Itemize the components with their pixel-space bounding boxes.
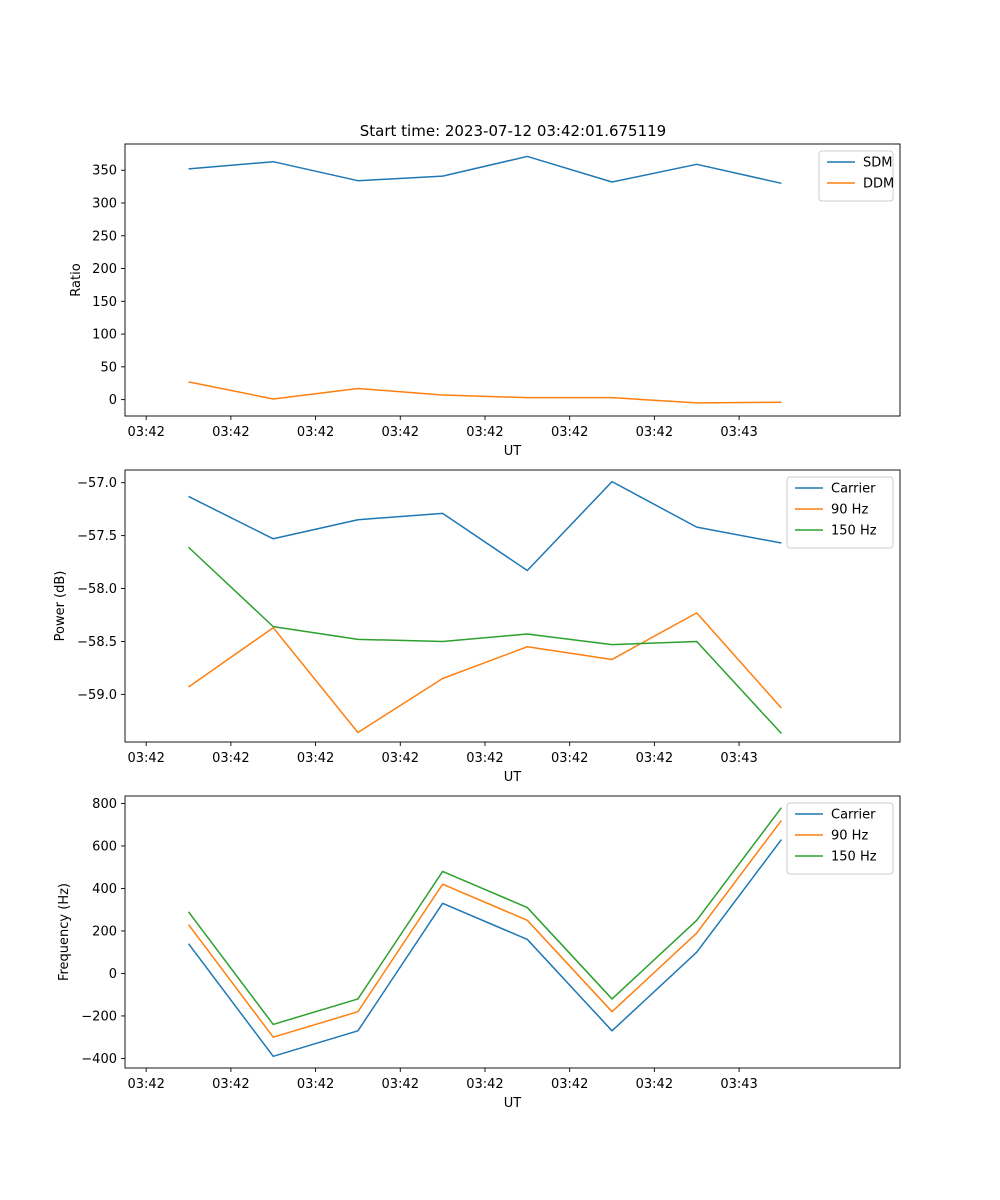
x-tick-label: 03:42 [212, 751, 249, 766]
x-tick-label: 03:42 [127, 1077, 164, 1092]
series-line-carrier [187, 839, 783, 1058]
series-group [188, 480, 782, 735]
y-axis: −400 −200 0 200 400 600 800 Frequency (Hz) [57, 797, 125, 1067]
axes-frame [124, 469, 901, 743]
x-tick-label: 03:42 [466, 425, 503, 440]
series-line-sdm [188, 155, 782, 185]
legend-label: 90 Hz [831, 829, 868, 844]
legend: Carrier 90 Hz 150 Hz [786, 802, 894, 875]
y-tick-label: 800 [92, 797, 117, 812]
y-tick-label: 200 [92, 924, 117, 939]
x-tick-label: 03:42 [212, 425, 249, 440]
x-tick-label: 03:42 [466, 1077, 503, 1092]
axes-frame [124, 795, 901, 1069]
y-tick-label: −58.0 [77, 582, 117, 597]
y-axis-label: Power (dB) [53, 571, 68, 642]
y-tick-label: −59.0 [77, 688, 117, 703]
x-tick-label: 03:42 [636, 425, 673, 440]
series-line-carrier [188, 480, 782, 572]
x-tick-label: 03:42 [127, 425, 164, 440]
series-group [188, 155, 782, 404]
chart-2: 03:42 03:42 03:42 03:42 03:42 03:42 03:42 03:43… [53, 469, 901, 785]
y-tick-label: 400 [92, 882, 117, 897]
y-tick-label: 300 [92, 196, 117, 211]
legend: Carrier 90 Hz 150 Hz [786, 476, 894, 549]
chart-1: 03:42 03:42 03:42 03:42 03:42 03:42 03:42 03:43… [69, 143, 901, 459]
legend-label: 90 Hz [831, 503, 868, 518]
y-tick-label: −400 [81, 1052, 117, 1067]
legend-label: 150 Hz [831, 524, 877, 539]
x-axis-label: UT [504, 444, 522, 459]
x-tick-label: 03:42 [127, 751, 164, 766]
legend-label: DDM [863, 177, 894, 192]
legend-label: Carrier [831, 808, 876, 823]
y-tick-label: −57.5 [77, 529, 117, 544]
y-tick-label: 600 [92, 839, 117, 854]
legend-label: Carrier [831, 482, 876, 497]
y-tick-label: 200 [92, 262, 117, 277]
y-axis-label: Frequency (Hz) [57, 883, 72, 981]
x-axis: 03:42 03:42 03:42 03:42 03:42 03:42 03:42 03:43… [127, 742, 758, 785]
x-tick-label: 03:42 [212, 1077, 249, 1092]
x-axis: 03:42 03:42 03:42 03:42 03:42 03:42 03:42 03:43… [127, 416, 758, 459]
y-tick-label: 0 [109, 967, 117, 982]
x-tick-label: 03:42 [382, 751, 419, 766]
x-tick-label: 03:42 [382, 425, 419, 440]
y-axis: 0 50 100 150 200 250 300 350 Ratio [69, 164, 125, 408]
x-tick-label: 03:43 [720, 1077, 757, 1092]
x-tick-label: 03:42 [297, 1077, 334, 1092]
y-axis: −59.0 −58.5 −58.0 −57.5 −57.0 Power (dB) [53, 476, 125, 703]
x-tick-label: 03:43 [720, 425, 757, 440]
chart-3: 03:42 03:42 03:42 03:42 03:42 03:42 03:42 03:43… [57, 795, 901, 1111]
y-axis-label: Ratio [69, 263, 84, 296]
series-group [187, 807, 783, 1058]
y-tick-label: −200 [81, 1009, 117, 1024]
series-line-150-hz [188, 546, 782, 735]
x-tick-label: 03:42 [551, 425, 588, 440]
x-tick-label: 03:42 [551, 1077, 588, 1092]
series-line-150-hz [187, 807, 783, 1026]
x-tick-label: 03:43 [720, 751, 757, 766]
x-tick-label: 03:42 [466, 751, 503, 766]
x-axis: 03:42 03:42 03:42 03:42 03:42 03:42 03:42 03:43… [127, 1068, 758, 1111]
x-axis-label: UT [504, 1096, 522, 1111]
y-tick-label: 150 [92, 295, 117, 310]
series-line-90-hz [187, 819, 783, 1038]
charts-container: 03:42 03:42 03:42 03:42 03:42 03:42 03:42 03:43… [53, 143, 901, 1111]
series-line-90-hz [188, 612, 782, 734]
legend-label: SDM [863, 156, 892, 171]
legend-box [818, 150, 894, 202]
y-tick-label: −57.0 [77, 476, 117, 491]
x-tick-label: 03:42 [297, 751, 334, 766]
series-line-ddm [188, 381, 782, 404]
axes-frame [124, 143, 901, 417]
y-tick-label: 250 [92, 229, 117, 244]
chart-title: Start time: 2023-07-12 03:42:01.675119 [360, 122, 666, 140]
legend: SDM DDM [818, 150, 894, 202]
x-tick-label: 03:42 [636, 1077, 673, 1092]
x-tick-label: 03:42 [551, 751, 588, 766]
y-tick-label: 100 [92, 328, 117, 343]
y-tick-label: −58.5 [77, 635, 117, 650]
x-tick-label: 03:42 [382, 1077, 419, 1092]
y-tick-label: 0 [109, 393, 117, 408]
x-tick-label: 03:42 [636, 751, 673, 766]
y-tick-label: 50 [100, 360, 117, 375]
legend-label: 150 Hz [831, 850, 877, 865]
y-tick-label: 350 [92, 164, 117, 179]
x-axis-label: UT [504, 770, 522, 785]
x-tick-label: 03:42 [297, 425, 334, 440]
